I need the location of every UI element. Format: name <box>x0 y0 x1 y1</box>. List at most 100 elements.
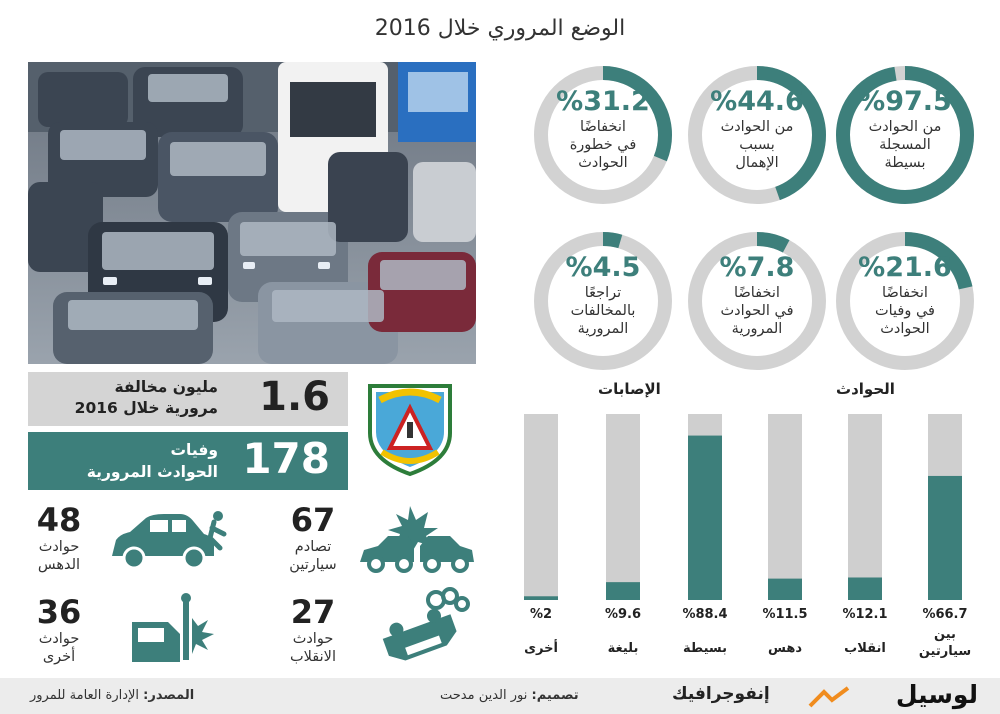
ring-fill <box>836 66 974 204</box>
source-name: الإدارة العامة للمرور <box>30 688 140 703</box>
ring-label-line: في الحوادث <box>720 303 794 319</box>
ring-text-0: %97.5 من الحوادث المسجلة بسيطة <box>845 86 965 172</box>
accident-stat-number: 48 <box>36 501 82 539</box>
ring-chart-1 <box>688 66 826 204</box>
bar-track <box>848 414 882 600</box>
accident-stat-1: 67 تصادم سيارتين <box>258 502 368 574</box>
overturned-car-icon <box>374 586 474 666</box>
ring-label-line: الحوادث <box>578 155 628 171</box>
violations-box: 1.6 مليون مخالفة مرورية خلال 2016 <box>28 372 348 426</box>
ring-label-line: من الحوادث <box>720 119 794 135</box>
accident-stat-label: أخرى <box>42 649 76 665</box>
chart-group-title-accidents: الحوادث <box>836 380 895 398</box>
bar-track <box>768 414 802 600</box>
car-pole-icon <box>128 592 228 668</box>
bar <box>606 582 640 600</box>
car-collision-icon <box>358 502 476 578</box>
ring-label-line: في خطورة <box>569 137 637 153</box>
accident-stat-2: 36 حوادث أخرى <box>4 594 114 666</box>
bar-category-label: انقلاب <box>844 641 886 656</box>
accident-stat-number: 67 <box>290 501 336 539</box>
footer-design: تصميم: نور الدين مدحت <box>440 688 579 703</box>
ring-label-line: المسجلة <box>879 137 931 153</box>
ring-label-line: المرورية <box>577 321 629 337</box>
ring-text-5: %4.5 تراجعًا بالمخالفات المرورية <box>543 252 663 338</box>
ring-chart-3 <box>836 232 974 370</box>
accident-stat-number: 36 <box>36 593 82 631</box>
bar-track <box>606 414 640 600</box>
accident-stat-label: حوادث <box>38 631 80 647</box>
bar-value-label: %2 <box>530 607 552 622</box>
violations-label-2: مرورية خلال 2016 <box>74 399 218 417</box>
ring-fill <box>836 232 974 370</box>
violations-number: 1.6 <box>259 374 330 420</box>
accident-stat-label: الانقلاب <box>290 649 336 665</box>
ring-text-3: %21.6 انخفاضًا في وفيات الحوادث <box>845 252 965 338</box>
pedestrian-hit-icon <box>106 506 228 578</box>
footer-bar <box>0 678 1000 714</box>
ring-text-2: %31.2 انخفاضًا في خطورة الحوادث <box>543 86 663 172</box>
accident-stat-3: 27 حوادث الانقلاب <box>258 594 368 666</box>
ring-label-line: الإهمال <box>735 155 779 171</box>
accident-stat-number: 27 <box>290 593 336 631</box>
deaths-label-1: وفيات <box>170 441 218 459</box>
bar-chart: %66.7 بين سيارتين %12.1 انقلاب %11.5 دهس %88.4 ب… <box>524 414 971 659</box>
bar <box>524 596 558 600</box>
chart-group-title-injuries: الإصابات <box>598 380 661 398</box>
ring-percentage: %7.8 <box>719 252 795 283</box>
bar-value-label: %11.5 <box>762 607 807 622</box>
ring-text-4: %7.8 انخفاضًا في الحوادث المرورية <box>697 252 817 338</box>
ring-label-line: انخفاضًا <box>882 285 928 301</box>
ring-percentage: %97.5 <box>858 86 952 117</box>
brand-logo: لوسيل <box>808 680 988 712</box>
ring-label-line: بالمخالفات <box>570 303 636 319</box>
ring-label-line: انخفاضًا <box>580 119 626 135</box>
ring-chart-2 <box>534 66 672 204</box>
ring-percentage: %21.6 <box>858 252 952 283</box>
deaths-label-2: الحوادث المرورية <box>86 463 218 481</box>
brand-name: لوسيل <box>895 680 978 709</box>
ring-label-line: من الحوادث <box>868 119 942 135</box>
ring-fill <box>534 232 672 370</box>
ring-chart-0 <box>836 66 974 204</box>
ring-percentage: %31.2 <box>556 86 650 117</box>
bar-value-label: %88.4 <box>682 607 727 622</box>
bar-category-label: بين <box>934 627 956 642</box>
design-name: نور الدين مدحت <box>440 688 528 703</box>
accident-stat-0: 48 حوادث الدهس <box>4 502 114 574</box>
ring-text-1: %44.6 من الحوادث بسبب الإهمال <box>697 86 817 172</box>
ring-label-line: الحوادث <box>880 321 930 337</box>
accident-stat-label: الدهس <box>37 557 81 573</box>
bar-track <box>524 414 558 600</box>
bar <box>928 475 962 600</box>
violations-label-1: مليون مخالفة <box>114 378 218 396</box>
ring-fill <box>688 66 826 204</box>
bar <box>848 577 882 600</box>
bar-value-label: %12.1 <box>842 607 887 622</box>
ring-label-line: انخفاضًا <box>734 285 780 301</box>
bar-category-label: بسيطة <box>683 641 727 656</box>
ring-fill <box>688 232 826 370</box>
ring-chart-4 <box>688 232 826 370</box>
ring-percentage: %4.5 <box>565 252 641 283</box>
source-label: المصدر: <box>143 688 195 703</box>
traffic-photo <box>28 62 476 364</box>
ring-label-line: بسبب <box>739 137 775 153</box>
accident-stat-label: حوادث <box>38 539 80 555</box>
bar-category-label: بليغة <box>608 641 639 656</box>
ring-label-line: في وفيات <box>874 303 935 319</box>
accident-stat-label: سيارتين <box>289 557 337 573</box>
deaths-box: 178 وفيات الحوادث المرورية <box>28 432 348 490</box>
footer-section: إنفوجرافيك <box>672 684 770 704</box>
bar-value-label: %9.6 <box>605 607 641 622</box>
bar-value-label: %66.7 <box>922 607 967 622</box>
ring-label-line: بسيطة <box>884 155 926 171</box>
design-label: تصميم: <box>531 688 579 703</box>
accident-stat-label: تصادم <box>294 539 332 555</box>
bar <box>768 578 802 600</box>
accident-stat-label: حوادث <box>292 631 334 647</box>
footer-source: المصدر: الإدارة العامة للمرور <box>30 688 194 703</box>
page-title: الوضع المروري خلال 2016 <box>374 16 626 41</box>
ministry-emblem <box>360 378 460 478</box>
bar-category-label: أخرى <box>524 639 558 656</box>
